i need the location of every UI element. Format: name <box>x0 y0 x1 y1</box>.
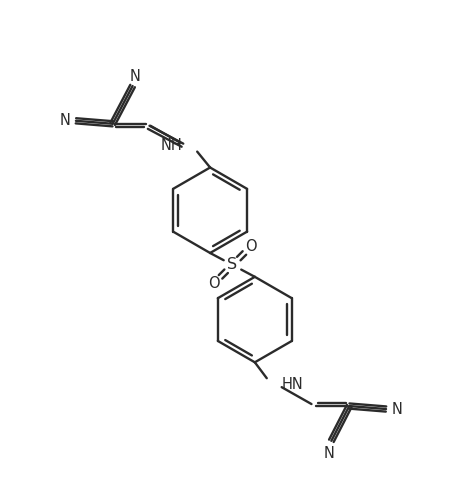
Text: O: O <box>245 239 257 254</box>
Text: N: N <box>391 402 402 416</box>
Text: S: S <box>227 258 237 272</box>
Text: N: N <box>324 446 335 461</box>
Text: HN: HN <box>281 376 303 392</box>
Text: O: O <box>208 276 220 290</box>
Text: NH: NH <box>161 138 182 153</box>
Text: N: N <box>129 68 140 84</box>
Text: N: N <box>59 114 70 128</box>
